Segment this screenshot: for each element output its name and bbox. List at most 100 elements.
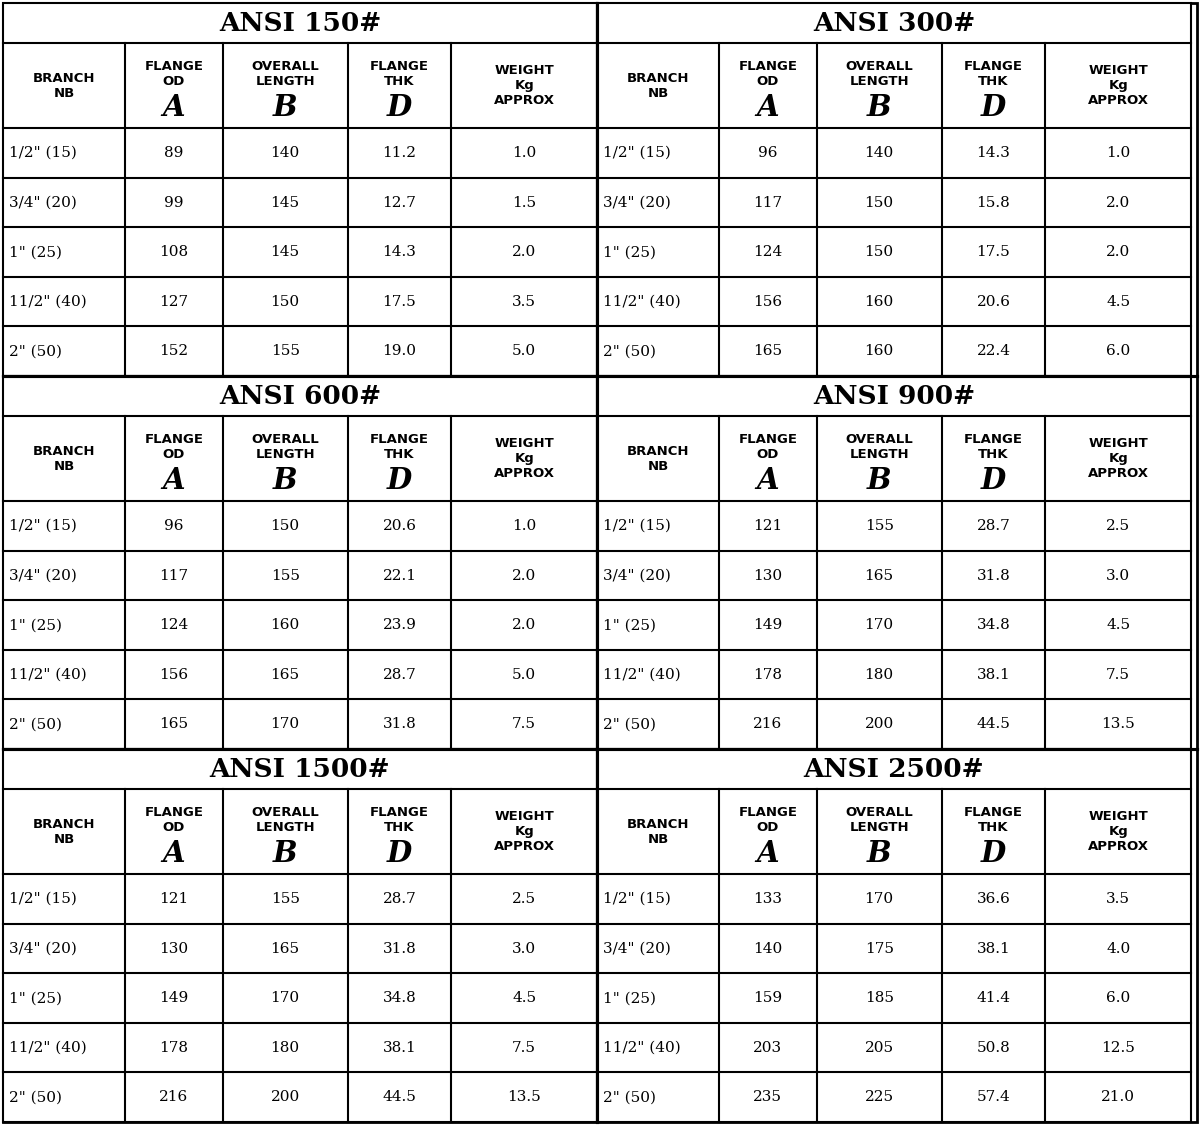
Text: 21.0: 21.0 <box>1102 1090 1135 1105</box>
Text: 155: 155 <box>865 519 894 533</box>
Text: 11/2" (40): 11/2" (40) <box>10 295 86 308</box>
Text: 17.5: 17.5 <box>383 295 416 308</box>
Text: 28.7: 28.7 <box>383 668 416 682</box>
Text: 216: 216 <box>160 1090 188 1105</box>
Text: 6.0: 6.0 <box>1106 344 1130 358</box>
Text: D: D <box>980 93 1006 123</box>
Text: 178: 178 <box>160 1041 188 1055</box>
Text: 12.5: 12.5 <box>1102 1041 1135 1055</box>
Text: 235: 235 <box>754 1090 782 1105</box>
Text: 180: 180 <box>270 1041 300 1055</box>
Text: 160: 160 <box>270 618 300 632</box>
Text: 1/2" (15): 1/2" (15) <box>604 146 671 160</box>
Text: 5.0: 5.0 <box>512 668 536 682</box>
Text: 4.0: 4.0 <box>1106 942 1130 955</box>
Text: B: B <box>272 93 298 123</box>
Text: 165: 165 <box>864 568 894 583</box>
Text: 1.0: 1.0 <box>512 519 536 533</box>
Text: 11/2" (40): 11/2" (40) <box>10 1041 86 1055</box>
Text: A: A <box>756 467 779 495</box>
Text: 150: 150 <box>270 519 300 533</box>
Text: 152: 152 <box>160 344 188 358</box>
Text: 11/2" (40): 11/2" (40) <box>604 1041 680 1055</box>
Text: 20.6: 20.6 <box>977 295 1010 308</box>
Text: A: A <box>756 93 779 123</box>
Text: 159: 159 <box>754 991 782 1005</box>
Text: 89: 89 <box>164 146 184 160</box>
Text: 3.0: 3.0 <box>1106 568 1130 583</box>
Text: 22.1: 22.1 <box>383 568 416 583</box>
Text: 1.5: 1.5 <box>512 196 536 209</box>
Text: 165: 165 <box>270 942 300 955</box>
Text: BRANCH
NB: BRANCH NB <box>626 72 689 100</box>
Text: 205: 205 <box>864 1041 894 1055</box>
Text: D: D <box>980 839 1006 868</box>
Text: 36.6: 36.6 <box>977 892 1010 906</box>
Text: B: B <box>866 93 892 123</box>
Text: 3/4" (20): 3/4" (20) <box>10 942 77 955</box>
Text: WEIGHT
Kg
APPROX: WEIGHT Kg APPROX <box>1087 438 1148 480</box>
Text: 150: 150 <box>270 295 300 308</box>
Text: 117: 117 <box>754 196 782 209</box>
Text: ANSI 600#: ANSI 600# <box>218 384 382 408</box>
Text: FLANGE
THK: FLANGE THK <box>370 433 428 461</box>
Text: 165: 165 <box>270 668 300 682</box>
Text: 170: 170 <box>270 718 300 731</box>
Text: BRANCH
NB: BRANCH NB <box>626 818 689 846</box>
Text: 2" (50): 2" (50) <box>10 718 62 731</box>
Text: 1.0: 1.0 <box>512 146 536 160</box>
Text: 2" (50): 2" (50) <box>10 344 62 358</box>
Text: 2" (50): 2" (50) <box>604 718 656 731</box>
Text: 149: 149 <box>754 618 782 632</box>
Text: 2.0: 2.0 <box>512 568 536 583</box>
Text: D: D <box>386 839 412 868</box>
Text: 50.8: 50.8 <box>977 1041 1010 1055</box>
Text: 156: 156 <box>160 668 188 682</box>
Bar <box>2 376 598 749</box>
Text: 7.5: 7.5 <box>512 718 536 731</box>
Text: 11/2" (40): 11/2" (40) <box>604 295 680 308</box>
Text: 4.5: 4.5 <box>512 991 536 1005</box>
Text: FLANGE
OD: FLANGE OD <box>144 433 203 461</box>
Text: 3/4" (20): 3/4" (20) <box>10 196 77 209</box>
Text: FLANGE
THK: FLANGE THK <box>964 806 1022 834</box>
Text: 3/4" (20): 3/4" (20) <box>604 568 671 583</box>
Text: 11.2: 11.2 <box>383 146 416 160</box>
Text: 3/4" (20): 3/4" (20) <box>604 942 671 955</box>
Text: D: D <box>386 467 412 495</box>
Text: 2.0: 2.0 <box>512 245 536 259</box>
Text: 34.8: 34.8 <box>383 991 416 1005</box>
Text: ANSI 150#: ANSI 150# <box>218 10 382 36</box>
Text: 13.5: 13.5 <box>508 1090 541 1105</box>
Text: ANSI 2500#: ANSI 2500# <box>804 757 984 782</box>
Text: WEIGHT
Kg
APPROX: WEIGHT Kg APPROX <box>1087 64 1148 107</box>
Text: 1" (25): 1" (25) <box>604 991 656 1005</box>
Text: 170: 170 <box>864 892 894 906</box>
Text: 22.4: 22.4 <box>977 344 1010 358</box>
Text: 156: 156 <box>754 295 782 308</box>
Text: 155: 155 <box>271 568 300 583</box>
Text: OVERALL
LENGTH: OVERALL LENGTH <box>845 60 913 88</box>
Text: D: D <box>386 93 412 123</box>
Text: 4.5: 4.5 <box>1106 295 1130 308</box>
Text: 3/4" (20): 3/4" (20) <box>10 568 77 583</box>
Text: 3.0: 3.0 <box>512 942 536 955</box>
Text: 140: 140 <box>754 942 782 955</box>
Text: B: B <box>866 839 892 868</box>
Text: 31.8: 31.8 <box>383 718 416 731</box>
Text: FLANGE
OD: FLANGE OD <box>738 60 797 88</box>
Text: OVERALL
LENGTH: OVERALL LENGTH <box>251 60 319 88</box>
Text: 165: 165 <box>754 344 782 358</box>
Text: A: A <box>162 467 185 495</box>
Text: BRANCH
NB: BRANCH NB <box>32 72 95 100</box>
Text: 175: 175 <box>865 942 894 955</box>
Text: 44.5: 44.5 <box>977 718 1010 731</box>
Text: 180: 180 <box>864 668 894 682</box>
Text: 41.4: 41.4 <box>977 991 1010 1005</box>
Text: 12.7: 12.7 <box>383 196 416 209</box>
Text: 145: 145 <box>270 196 300 209</box>
Text: 117: 117 <box>160 568 188 583</box>
Text: 11/2" (40): 11/2" (40) <box>10 668 86 682</box>
Text: 57.4: 57.4 <box>977 1090 1010 1105</box>
Text: 140: 140 <box>270 146 300 160</box>
